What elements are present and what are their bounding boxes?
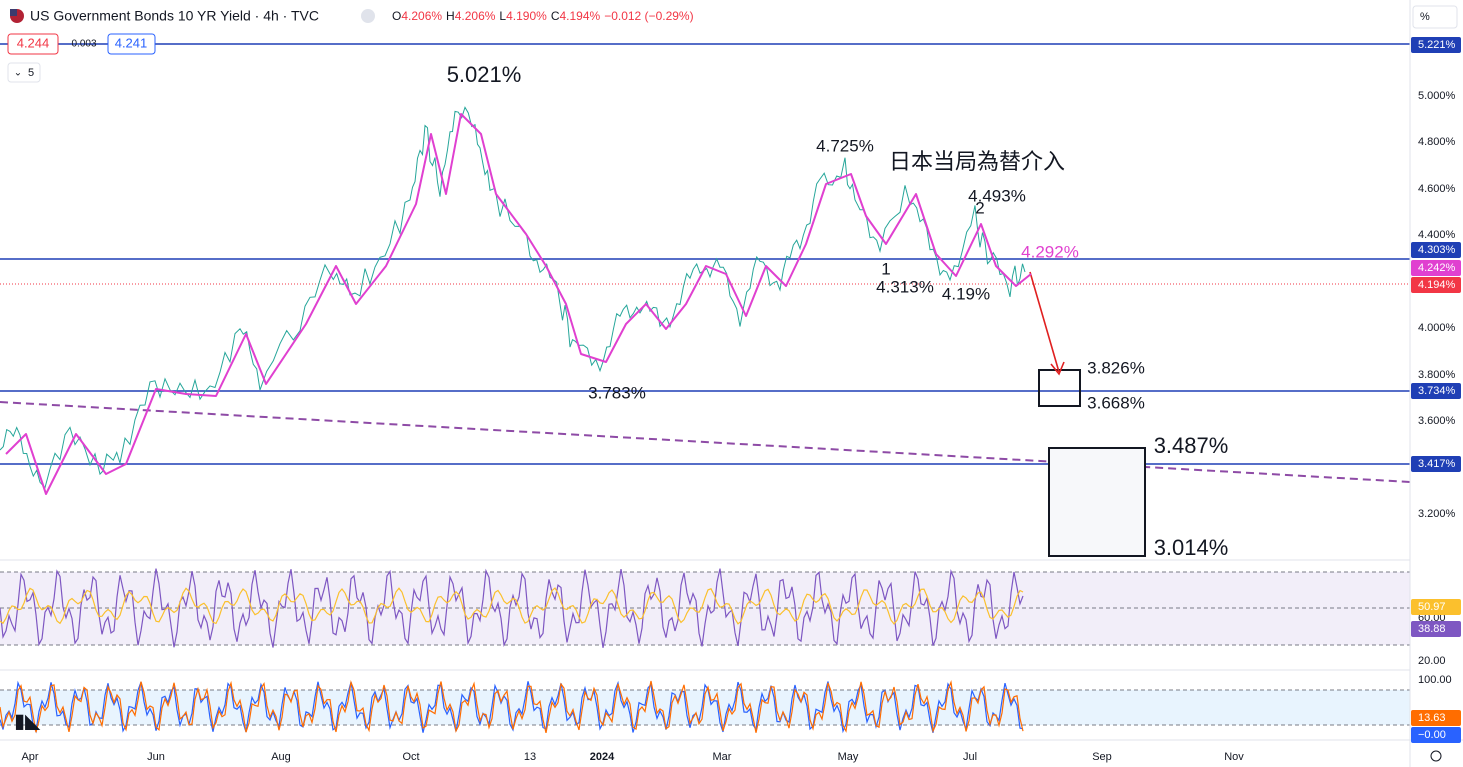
- price-tag: [1411, 599, 1461, 615]
- time-axis-label: 2024: [590, 751, 615, 763]
- price-tag: [1411, 37, 1461, 53]
- ohlc-value: 4.190%: [506, 9, 547, 23]
- annotation: 2: [975, 198, 984, 217]
- time-axis-label: Apr: [21, 751, 38, 763]
- annotation: 日本当局為替介入: [889, 149, 1065, 174]
- time-axis-label: Nov: [1224, 751, 1244, 763]
- price-tag: [1411, 277, 1461, 293]
- price-tag-label: 4.194%: [1418, 279, 1456, 291]
- price-tag-label: 38.88: [1418, 623, 1446, 635]
- change: −0.012 (−0.29%): [604, 9, 693, 23]
- ohlc-value: 4.206%: [401, 9, 442, 23]
- price-axis-label: 3.200%: [1418, 508, 1456, 520]
- price-tag-label: 50.97: [1418, 601, 1446, 613]
- sell-button[interactable]: [7, 33, 59, 55]
- ohlc-label: C: [551, 9, 560, 23]
- annotation: 4.313%: [876, 277, 934, 296]
- price-axis-label: 3.600%: [1418, 415, 1456, 427]
- price-axis-label: 4.600%: [1418, 183, 1456, 195]
- time-axis-label: May: [838, 751, 859, 763]
- price-tag: [1411, 621, 1461, 637]
- rsi-ma: [0, 587, 1024, 625]
- price-tag: [1411, 383, 1461, 399]
- price-tag-label: 5.221%: [1418, 39, 1456, 51]
- time-axis-label: Jun: [147, 751, 165, 763]
- price-tag: [1411, 260, 1461, 276]
- indicator-count[interactable]: 5: [28, 67, 34, 79]
- annotation: 3.487%: [1154, 433, 1229, 458]
- arrow: [1029, 271, 1060, 373]
- price-tag: [1411, 456, 1461, 472]
- buy-price[interactable]: 4.241: [115, 35, 148, 50]
- settings-icon[interactable]: [1430, 750, 1442, 762]
- spread: 0.003: [71, 39, 96, 50]
- ohlc-value: 4.206%: [455, 9, 496, 23]
- price-axis-label: 4.400%: [1418, 229, 1456, 241]
- stoch-d: [0, 680, 1024, 734]
- flag-icon: [10, 9, 17, 16]
- annotation: 4.19%: [942, 284, 990, 303]
- time-axis-label: Aug: [271, 751, 291, 763]
- time-axis-label: Oct: [402, 751, 419, 763]
- target-box: [1038, 369, 1081, 407]
- trend-line: [0, 401, 1411, 483]
- buy-button[interactable]: [107, 33, 156, 55]
- annotation: 4.493%: [968, 186, 1026, 205]
- annotation: 4.725%: [816, 136, 874, 155]
- status-dot: [361, 9, 375, 23]
- annotation: 3.783%: [588, 383, 646, 402]
- price-tag-label: 13.63: [1418, 712, 1446, 724]
- annotation: 4.292%: [1021, 242, 1079, 261]
- scale-unit[interactable]: %: [1420, 11, 1430, 23]
- price-tag-label: 4.242%: [1418, 262, 1456, 274]
- price-axis-label: 4.800%: [1418, 136, 1456, 148]
- indicators-toggle[interactable]: [7, 62, 41, 83]
- target-box: [1048, 447, 1146, 557]
- price-tag: [1411, 242, 1461, 258]
- price-tag-label: 3.417%: [1418, 458, 1456, 470]
- annotation: 1: [881, 259, 890, 278]
- stoch-k: [0, 680, 1024, 734]
- price-axis-label: 3.800%: [1418, 369, 1456, 381]
- ohlc: O4.206% H4.206% L4.190% C4.194% −0.012 (−0.2…: [392, 9, 694, 23]
- time-axis-label: Mar: [713, 751, 732, 763]
- ohlc-label: O: [392, 9, 401, 23]
- time-axis-label: Jul: [963, 751, 977, 763]
- price-tag-label: −0.00: [1418, 729, 1446, 741]
- price-tag-label: 4.303%: [1418, 244, 1456, 256]
- rsi-line: [0, 568, 1024, 648]
- annotation: 3.668%: [1087, 393, 1145, 412]
- moving-average: [5, 113, 1032, 495]
- price-tag: [1411, 727, 1461, 743]
- scale-button[interactable]: [1412, 5, 1458, 29]
- ohlc-label: L: [499, 9, 506, 23]
- time-axis-label: Sep: [1092, 751, 1112, 763]
- symbol-title[interactable]: US Government Bonds 10 YR Yield · 4h · T…: [30, 8, 319, 24]
- time-axis-label: 13: [524, 751, 536, 763]
- sell-price[interactable]: 4.244: [17, 35, 50, 50]
- chevron: ⌄: [14, 68, 22, 79]
- price-tag-label: 3.734%: [1418, 385, 1456, 397]
- annotation: 3.014%: [1154, 535, 1229, 560]
- stoch-axis-label: 100.00: [1418, 674, 1452, 686]
- annotation: 3.826%: [1087, 358, 1145, 377]
- price-tag: [1411, 710, 1461, 726]
- annotation: 5.021%: [447, 62, 522, 87]
- rsi-axis-label: 20.00: [1418, 655, 1446, 667]
- ohlc-value: 4.194%: [559, 9, 600, 23]
- price-axis-label: 5.000%: [1418, 90, 1456, 102]
- price-axis-label: 4.000%: [1418, 322, 1456, 334]
- ohlc-label: H: [446, 9, 455, 23]
- arrow-head: [1050, 361, 1065, 376]
- tv-logo[interactable]: ▮◣: [14, 710, 41, 732]
